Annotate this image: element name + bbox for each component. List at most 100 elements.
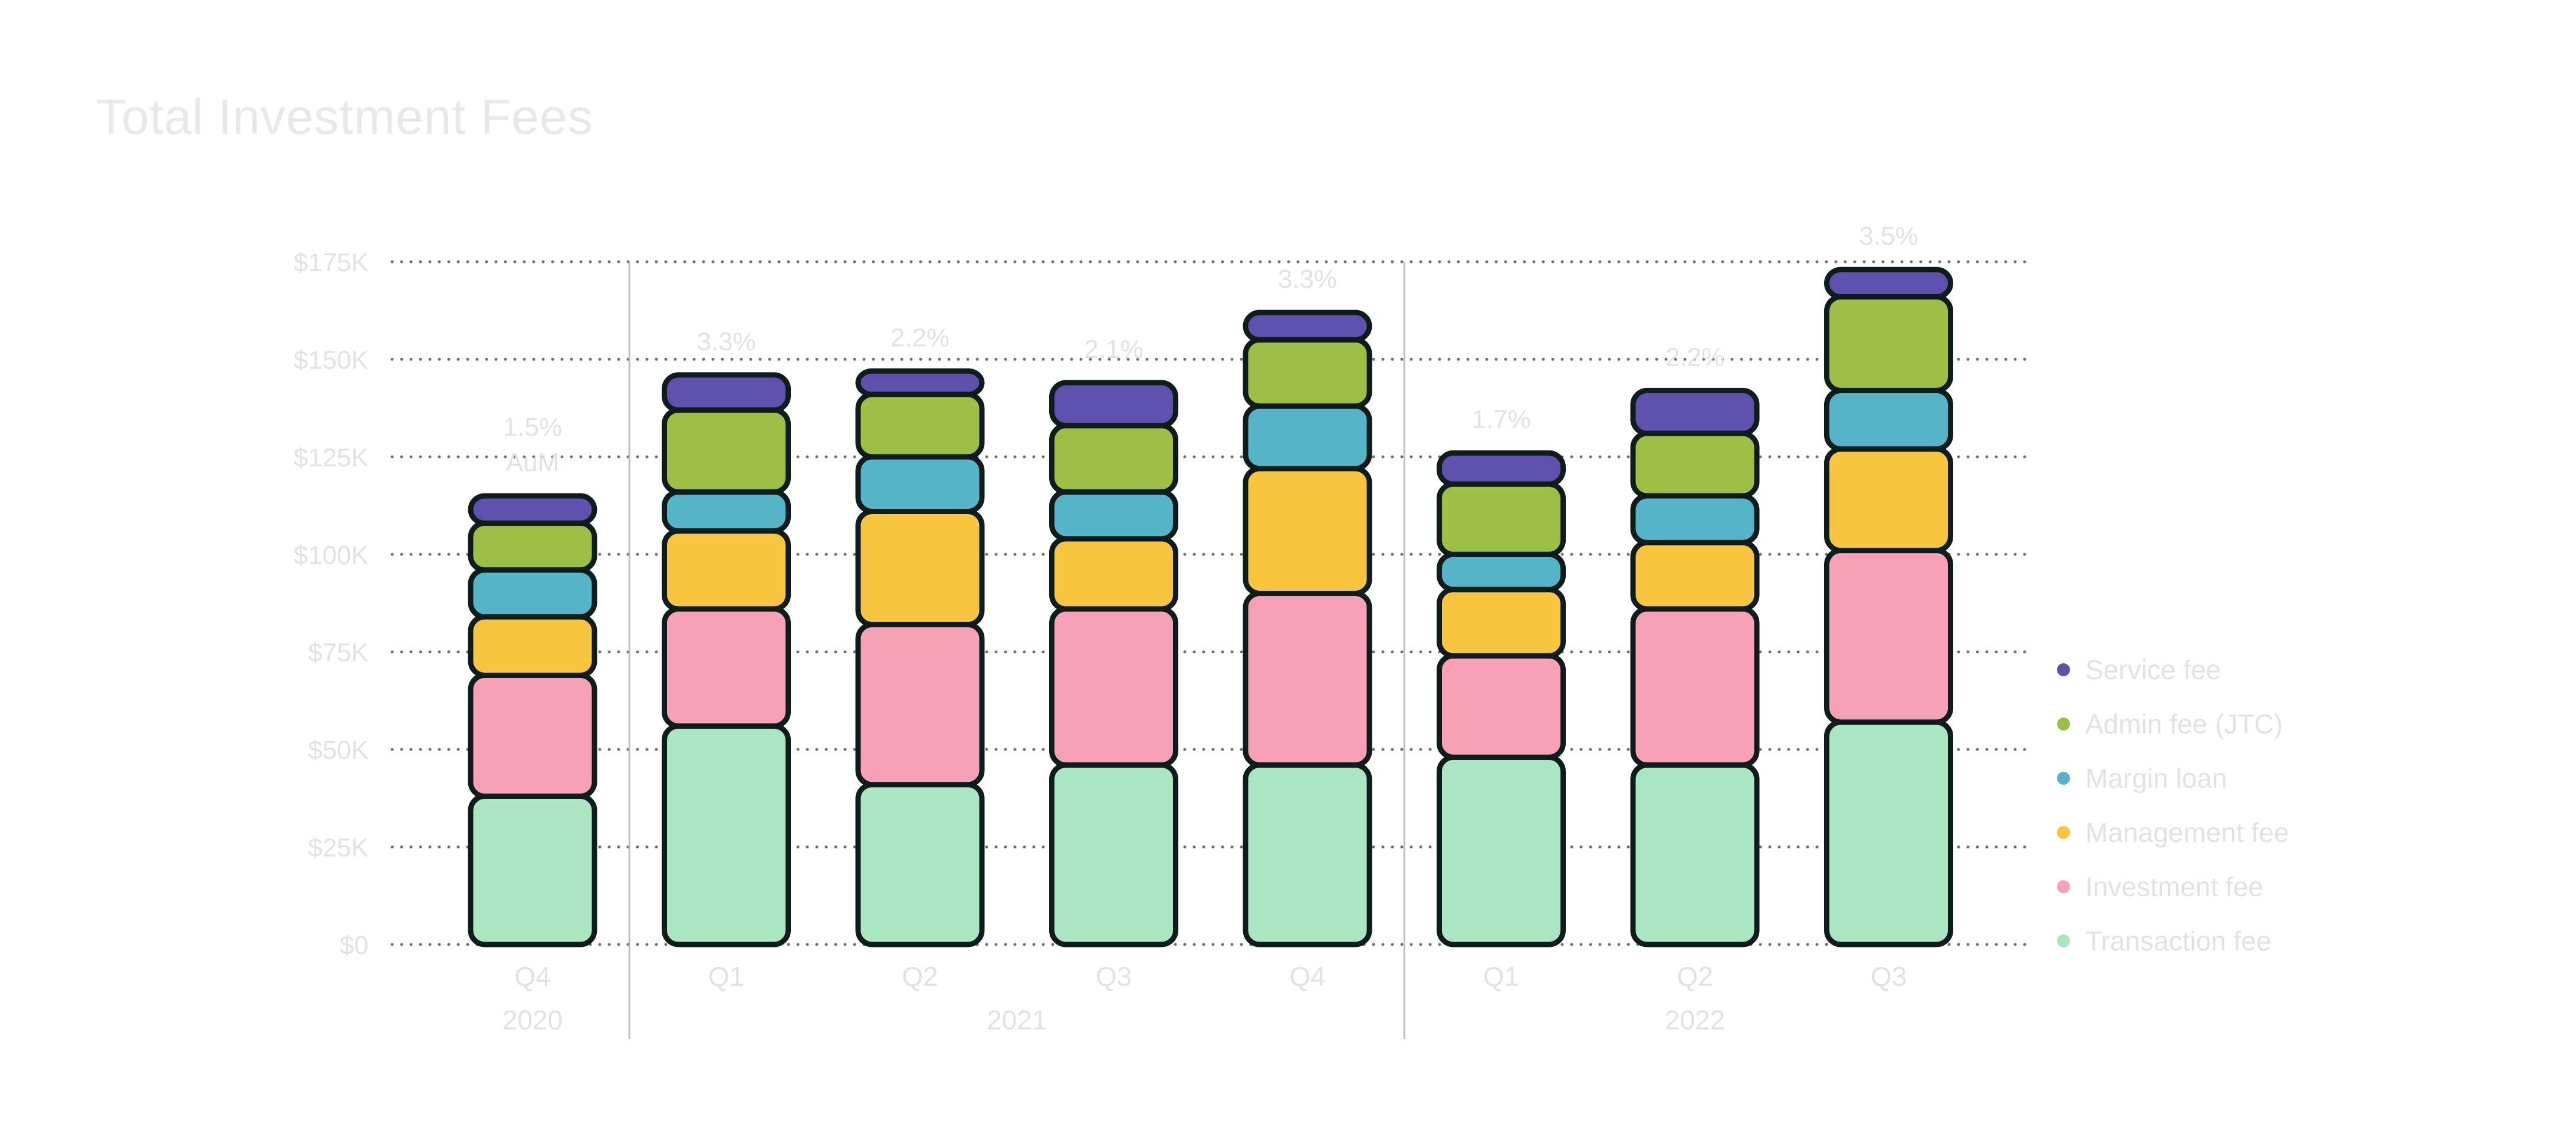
y-tick-label: $50K [308, 736, 369, 765]
y-tick-label: $75K [308, 639, 369, 667]
bar-segment [662, 489, 791, 534]
x-axis-groups: 2020 2021 2022 [502, 1005, 1725, 1035]
bar-segment [1630, 430, 1760, 499]
x-tick-label: Q4 [1289, 961, 1325, 992]
x-tick-label: Q1 [708, 961, 744, 992]
legend-dot-icon [2057, 663, 2070, 676]
bar-segment [1630, 387, 1760, 436]
x-tick-label: Q3 [1096, 961, 1132, 992]
bar-segment [855, 391, 985, 460]
legend-item: Investment fee [2057, 860, 2289, 914]
x-tick-label: Q1 [1483, 961, 1519, 992]
bar-segment [1243, 466, 1372, 596]
legend-label: Service fee [2085, 654, 2222, 685]
legend-label: Margin loan [2085, 763, 2227, 794]
bar-segment [468, 567, 597, 620]
bar-stack [855, 368, 985, 947]
x-group-label: 2021 [987, 1005, 1047, 1035]
x-tick-label: Q3 [1871, 961, 1907, 992]
bar-segment [662, 528, 791, 612]
legend-dot-icon [2057, 772, 2070, 785]
legend-dot-icon [2057, 934, 2070, 947]
bar-stack [1243, 310, 1372, 947]
bar-segment [855, 508, 985, 627]
bar-segment [468, 794, 597, 947]
bar-annotation: 1.7% [1471, 405, 1530, 434]
bar-segment [1437, 754, 1566, 947]
bar-segment [1437, 653, 1566, 760]
bar-segment [855, 782, 985, 947]
x-tick-label: Q2 [1677, 961, 1713, 992]
x-group-label: 2022 [1665, 1005, 1725, 1035]
legend-label: Management fee [2085, 817, 2289, 848]
group-dividers [628, 262, 1405, 1039]
bar-segment [1049, 489, 1178, 542]
x-axis-ticks: Q4 Q1 Q2 Q3 Q4 Q1 Q2 Q3 [514, 961, 1907, 992]
legend-dot-icon [2057, 718, 2070, 730]
y-tick-label: $150K [294, 345, 369, 374]
y-tick-label: $0 [340, 931, 369, 960]
y-tick-label: $100K [294, 541, 369, 570]
bar-stack [662, 372, 791, 947]
bar-segment [1824, 446, 1953, 554]
bar-segment [1630, 606, 1760, 768]
bar-stack [1437, 450, 1566, 947]
annotations: 1.5% AuM 3.3% 2.2% 2.1% 3.3% 1.7% 2.2% 3.5% [503, 222, 1918, 477]
bar-segment [468, 614, 597, 678]
bar-segment [855, 621, 985, 788]
bar-segment [1049, 606, 1178, 768]
y-axis-ticks: $0 $25K $50K $75K $100K $125K $150K $175K [294, 248, 369, 960]
bar-segment [1824, 548, 1953, 725]
bar-segment [1049, 380, 1178, 429]
x-tick-label: Q4 [514, 961, 550, 992]
bar-annotation: 3.5% [1859, 222, 1918, 251]
bar-segment [1437, 481, 1566, 557]
x-group-label: 2020 [502, 1005, 563, 1035]
bar-segment [662, 606, 791, 729]
legend-item: Margin loan [2057, 751, 2289, 805]
bar-annotation: 2.2% [1665, 343, 1724, 371]
bar-segment [1243, 590, 1372, 768]
bars [468, 266, 1953, 947]
bar-segment [468, 493, 597, 526]
bar-annotation: 1.5% AuM [503, 413, 562, 477]
grid-lines [390, 260, 2033, 946]
bar-stack [1824, 266, 1953, 947]
bar-segment [1824, 387, 1953, 452]
bar-annotation: 2.2% [891, 323, 949, 352]
bar-stack [1049, 380, 1178, 947]
bar-segment [1437, 551, 1566, 593]
legend-item: Admin fee (JTC) [2057, 697, 2289, 751]
y-tick-label: $125K [294, 443, 369, 472]
bar-segment [1049, 536, 1178, 612]
bar-segment [1824, 719, 1953, 947]
bar-annotation: 3.3% [1278, 265, 1337, 294]
bar-segment [662, 723, 791, 947]
bar-segment [1049, 762, 1178, 947]
bar-stack [1630, 387, 1760, 947]
bar-segment [1243, 403, 1372, 472]
bar-segment [1049, 423, 1178, 495]
legend: Service fee Admin fee (JTC) Margin loan Man… [2057, 643, 2289, 968]
bar-segment [1437, 450, 1566, 487]
bar-segment [1824, 294, 1953, 393]
bar-segment [1437, 587, 1566, 659]
bar-segment [1243, 762, 1372, 947]
bar-segment [1243, 310, 1372, 343]
y-tick-label: $175K [294, 248, 369, 277]
bar-segment [468, 672, 597, 799]
legend-dot-icon [2057, 880, 2070, 893]
legend-item: Service fee [2057, 643, 2289, 697]
legend-item: Transaction fee [2057, 914, 2289, 968]
bar-segment [468, 520, 597, 573]
y-tick-label: $25K [308, 834, 369, 863]
bar-segment [662, 407, 791, 495]
bar-annotation: 2.1% [1084, 335, 1143, 364]
legend-label: Admin fee (JTC) [2085, 709, 2283, 739]
bar-segment [855, 368, 985, 397]
bar-segment [1630, 539, 1760, 612]
legend-item: Management fee [2057, 805, 2289, 860]
x-tick-label: Q2 [902, 961, 938, 992]
legend-label: Investment fee [2085, 871, 2263, 902]
